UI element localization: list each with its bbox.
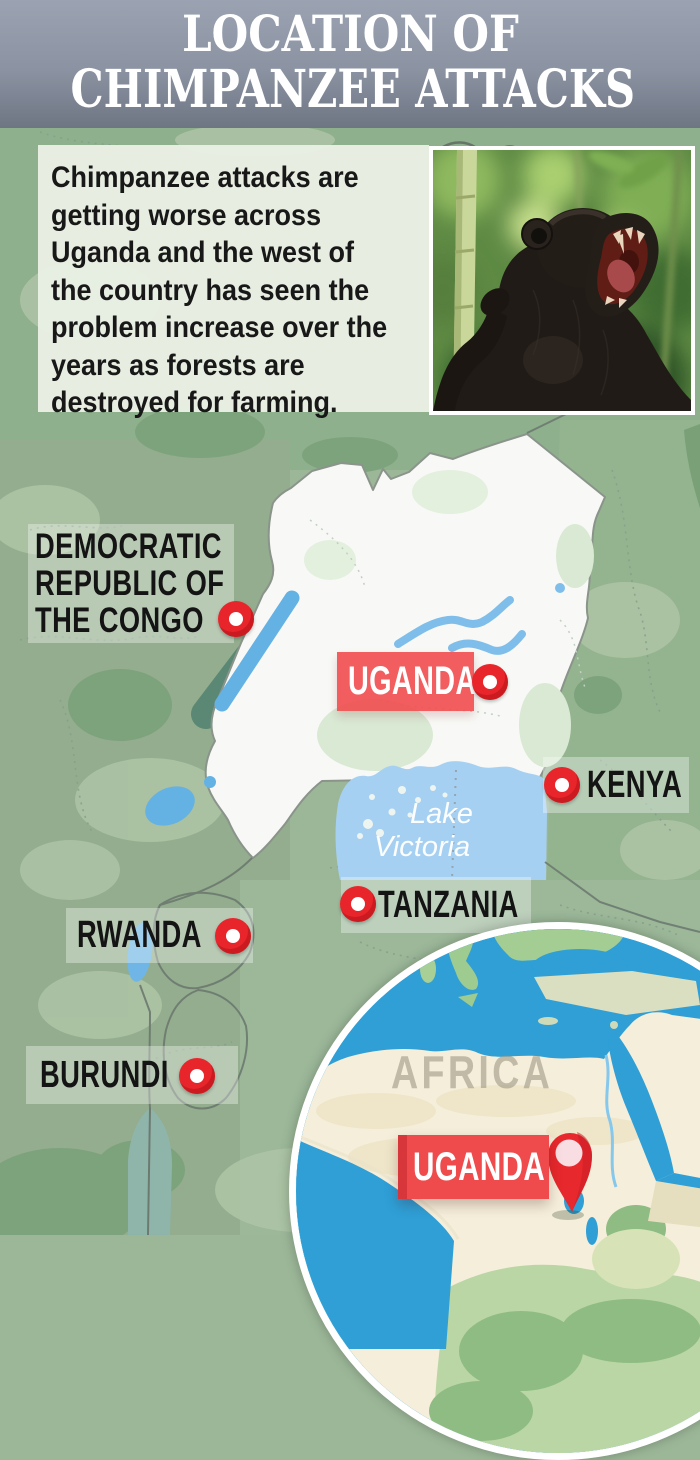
info-panel: Chimpanzee attacks are getting worse acr… [38, 145, 429, 419]
label-lake-victoria: Lake Victoria [374, 798, 473, 864]
location-marker-icon [472, 664, 508, 700]
label-text: UGANDA [348, 659, 477, 703]
label-text: THE CONGO [35, 601, 204, 640]
location-marker-icon [218, 601, 254, 637]
label-text: Lake [410, 798, 473, 830]
label-text: REPUBLIC OF [35, 564, 225, 603]
chimpanzee-photo [408, 142, 700, 435]
label-kenya: KENYA [543, 757, 689, 813]
label-burundi: BURUNDI [26, 1046, 238, 1104]
info-text-line: destroyed for farming. [51, 386, 338, 419]
label-text: RWANDA [77, 914, 202, 956]
label-text: DEMOCRATIC [35, 527, 222, 566]
label-democratic-republic-of-the-congo: DEMOCRATIC REPUBLIC OF THE CONGO [28, 524, 234, 643]
label-text: KENYA [587, 763, 683, 806]
label-text: TANZANIA [378, 883, 519, 926]
label-uganda: UGANDA [337, 652, 477, 711]
info-text-line: problem increase over the [51, 311, 388, 344]
info-text-line: Chimpanzee attacks are [51, 161, 359, 194]
label-text: Victoria [374, 831, 471, 863]
info-text-line: the country has seen the [51, 273, 370, 307]
label-text: UGANDA [413, 1144, 546, 1189]
label-africa: AFRICA [391, 1046, 554, 1098]
info-text-line: years as forests are [51, 348, 305, 382]
page-title-line1: LOCATION OF [181, 4, 519, 63]
info-text-line: getting worse across [51, 198, 322, 232]
location-marker-icon [179, 1058, 215, 1094]
label-text: BURUNDI [40, 1053, 169, 1096]
info-text-line: Uganda and the west of [51, 236, 355, 269]
location-marker-icon [340, 886, 376, 922]
header-banner: LOCATION OF CHIMPANZEE ATTACKS [0, 0, 700, 128]
label-uganda-inset: UGANDA [398, 1135, 549, 1199]
page-title-line2: CHIMPANZEE ATTACKS [70, 59, 636, 120]
location-marker-icon [544, 767, 580, 803]
label-rwanda: RWANDA [66, 908, 253, 963]
location-marker-icon [215, 918, 251, 954]
africa-inset-map: AFRICA UGANDA [289, 922, 700, 1460]
